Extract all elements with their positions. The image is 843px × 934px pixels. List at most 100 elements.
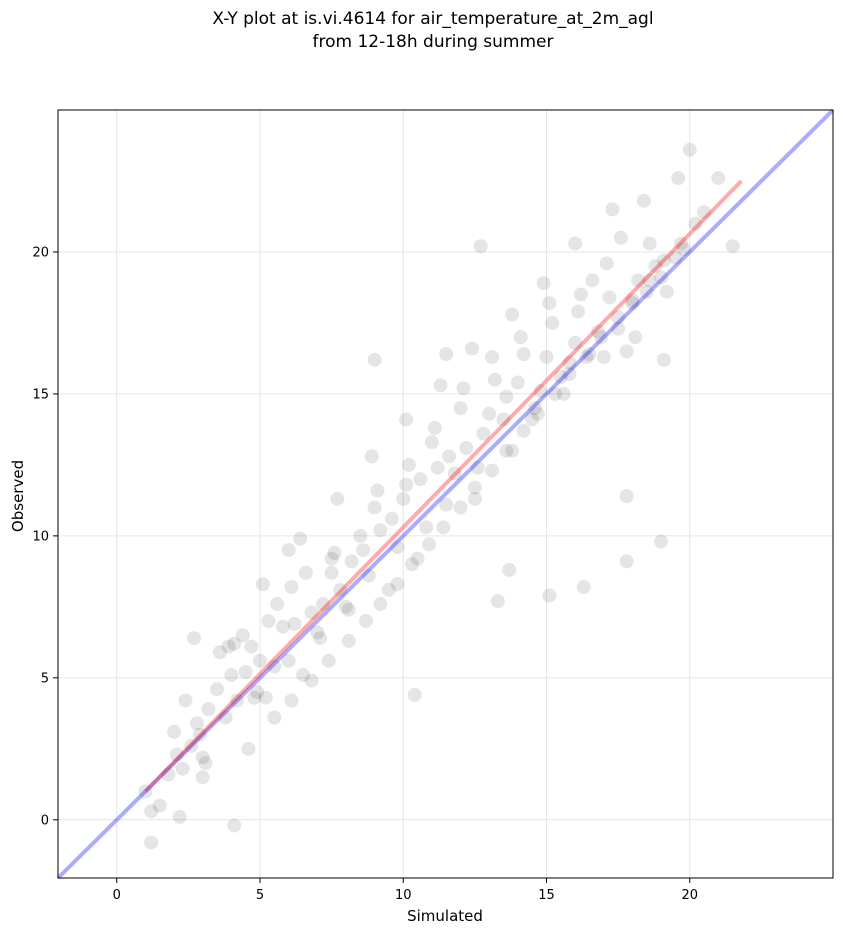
data-point [596,350,611,365]
data-point [725,239,740,254]
data-point [313,631,328,646]
data-point [399,477,414,492]
data-points [138,142,740,850]
data-point [439,497,454,512]
data-point [579,350,594,365]
data-point [427,420,442,435]
data-point [267,710,282,725]
data-point [671,171,686,186]
data-point [453,401,468,416]
data-point [298,565,313,580]
data-point [619,344,634,359]
data-point [553,369,568,384]
data-point [656,253,671,268]
data-point [404,557,419,572]
data-point [152,798,167,813]
data-point [487,372,502,387]
data-point [218,710,233,725]
data-point [238,665,253,680]
data-point [413,472,428,487]
x-tick-label: 5 [256,888,264,903]
data-point [442,449,457,464]
data-point [255,577,270,592]
x-axis-label: Simulated [407,907,483,925]
data-point [502,562,517,577]
data-point [505,307,520,322]
chart-title: X-Y plot at is.vi.4614 for air_temperatu… [212,9,654,29]
data-point [244,639,259,654]
data-point [530,406,545,421]
data-point [247,690,262,705]
data-point [568,236,583,251]
data-point [316,597,331,612]
data-point [370,483,385,498]
data-point [636,193,651,208]
data-point [144,835,159,850]
data-point [536,276,551,291]
data-point [304,605,319,620]
data-point [201,702,216,717]
data-point [467,480,482,495]
data-point [485,463,500,478]
data-point [373,523,388,538]
data-point [439,347,454,362]
data-point [490,594,505,609]
data-point [642,273,657,288]
data-point [510,375,525,390]
fit-line [143,179,743,793]
data-point [198,756,213,771]
data-point [516,347,531,362]
data-point [496,412,511,427]
data-point [447,466,462,481]
data-point [659,284,674,299]
data-point [453,500,468,515]
data-point [482,406,497,421]
axis-ticks: 0 5 10 15 20 0 5 10 15 20 [32,245,698,903]
data-point [485,350,500,365]
data-point [281,543,296,558]
data-point [367,500,382,515]
data-point [333,582,348,597]
data-point [539,350,554,365]
data-point [562,355,577,370]
data-point [545,315,560,330]
y-tick-label: 10 [32,529,49,544]
data-point [459,440,474,455]
x-tick-label: 0 [113,888,121,903]
data-point [656,352,671,367]
data-point [593,330,608,345]
data-point [178,693,193,708]
data-point [410,551,425,566]
data-point [476,426,491,441]
data-point [195,750,210,765]
data-point [227,636,242,651]
y-tick-label: 20 [32,245,49,260]
data-point [631,273,646,288]
data-point [161,767,176,782]
data-point [599,256,614,271]
grid-lines [58,110,833,878]
data-point [361,568,376,583]
data-point [195,770,210,785]
data-point [528,401,543,416]
data-point [227,818,242,833]
data-point [556,386,571,401]
plot-frame [57,109,834,879]
data-point [252,653,267,668]
data-point [224,667,239,682]
x-tick-label: 20 [681,888,698,903]
data-point [642,236,657,251]
data-point [321,653,336,668]
data-point [358,614,373,629]
data-point [275,619,290,634]
data-point [568,335,583,350]
data-point [284,693,299,708]
data-point [613,230,628,245]
data-point [184,738,199,753]
data-point [144,804,159,819]
data-point [284,579,299,594]
data-point [456,381,471,396]
data-point [356,543,371,558]
data-point [467,491,482,506]
